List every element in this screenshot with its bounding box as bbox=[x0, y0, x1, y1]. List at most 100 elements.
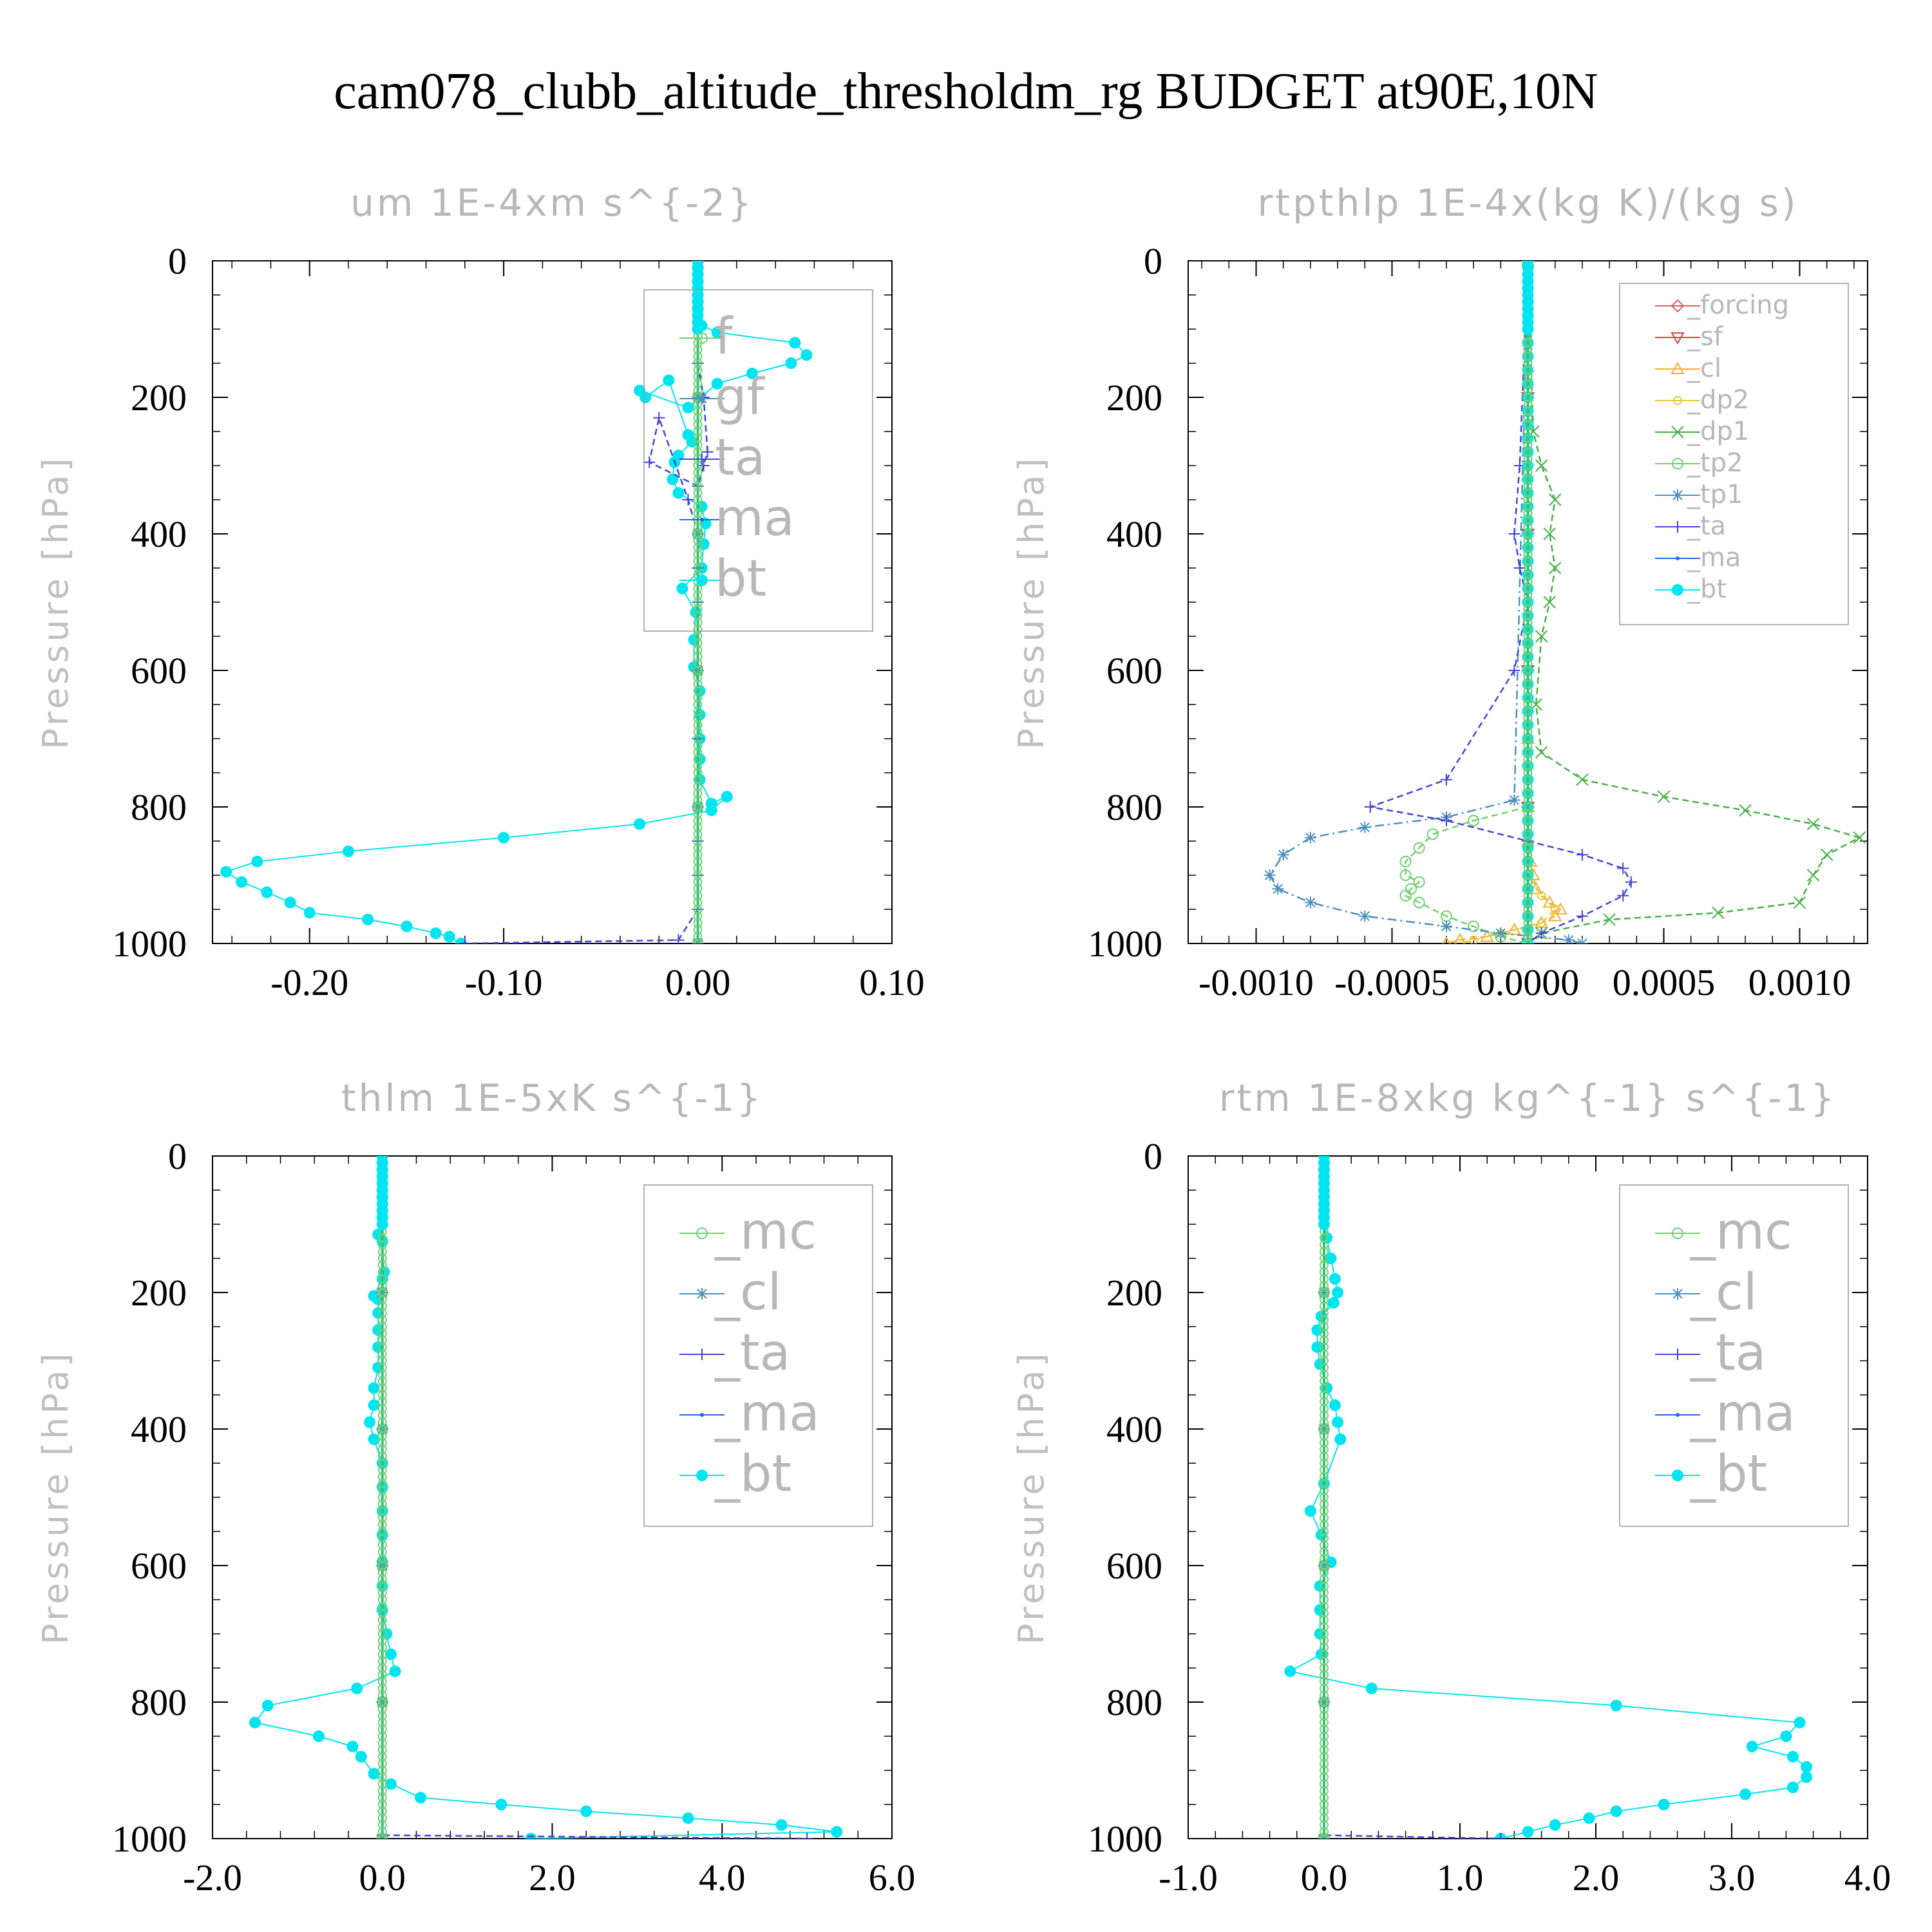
zero-line-marker bbox=[377, 1370, 387, 1379]
data-point bbox=[1495, 927, 1507, 940]
zero-line-marker bbox=[1523, 338, 1533, 348]
zero-line-marker bbox=[377, 1670, 387, 1680]
y-tick-label: 0 bbox=[1144, 240, 1162, 282]
zero-line-marker bbox=[693, 632, 703, 641]
zero-line-marker bbox=[377, 1772, 387, 1782]
legend-marker bbox=[1671, 299, 1685, 313]
zero-line-marker bbox=[1523, 837, 1533, 846]
data-point bbox=[1468, 920, 1480, 933]
zero-line-marker bbox=[1320, 1356, 1329, 1365]
data-point bbox=[1780, 1730, 1792, 1742]
data-point bbox=[346, 1740, 359, 1752]
legend-label: _bt bbox=[714, 1445, 791, 1503]
legend-marker bbox=[696, 1470, 708, 1481]
zero-line-marker bbox=[1320, 1247, 1329, 1256]
zero-line-marker bbox=[1320, 1738, 1329, 1748]
legend-marker bbox=[696, 1288, 708, 1300]
legend-label: _ta bbox=[714, 1324, 790, 1382]
zero-line-marker bbox=[1320, 1233, 1329, 1243]
zero-line-marker bbox=[1320, 1732, 1329, 1741]
data-point bbox=[498, 831, 510, 844]
data-point bbox=[1332, 1287, 1344, 1298]
zero-line-marker bbox=[1523, 549, 1533, 559]
zero-line-marker bbox=[377, 1390, 387, 1399]
data-point bbox=[1413, 842, 1425, 854]
series-group bbox=[1284, 1156, 1813, 1839]
data-point bbox=[343, 845, 354, 857]
zero-line-marker bbox=[1523, 359, 1533, 368]
zero-line-marker bbox=[1320, 1465, 1329, 1475]
legend-marker bbox=[696, 453, 708, 465]
data-point bbox=[1806, 817, 1820, 831]
zero-line-marker bbox=[1523, 727, 1533, 737]
zero-line-marker bbox=[377, 1260, 387, 1270]
zero-line-marker bbox=[1320, 1663, 1329, 1672]
legend-label: _bt bbox=[1687, 574, 1727, 604]
data-point bbox=[1801, 1771, 1813, 1783]
zero-line-marker bbox=[377, 1342, 387, 1352]
zero-line-marker bbox=[1320, 1814, 1329, 1823]
zero-line-marker bbox=[1523, 570, 1533, 580]
zero-line-marker bbox=[377, 1595, 387, 1604]
zero-line-marker bbox=[1523, 720, 1533, 730]
zero-line-marker bbox=[1523, 638, 1533, 648]
data-point bbox=[1272, 883, 1284, 895]
legend-item: ma bbox=[679, 489, 795, 547]
zero-line-dot bbox=[692, 323, 704, 335]
zero-line-marker bbox=[1523, 871, 1533, 880]
zero-line-marker bbox=[1523, 686, 1533, 696]
zero-line-marker bbox=[693, 693, 703, 703]
zero-line-marker bbox=[377, 1452, 387, 1461]
y-tick-label: 800 bbox=[1106, 1681, 1162, 1723]
zero-line-marker bbox=[377, 1302, 387, 1311]
zero-line-marker bbox=[1523, 898, 1533, 907]
x-tick-label: -2.0 bbox=[183, 1857, 242, 1899]
y-tick-label: 1000 bbox=[1088, 1818, 1162, 1860]
y-tick-label: 0 bbox=[1144, 1135, 1162, 1177]
zero-line-marker bbox=[693, 509, 703, 518]
zero-line-marker bbox=[1523, 741, 1533, 750]
zero-line-marker bbox=[1320, 1240, 1329, 1249]
zero-line-marker bbox=[1320, 1547, 1329, 1557]
data-point bbox=[1549, 1819, 1561, 1831]
legend-item: _tp2 bbox=[1655, 448, 1743, 478]
zero-line-marker bbox=[377, 1677, 387, 1687]
data-point bbox=[1329, 1399, 1341, 1411]
zero-line-marker bbox=[1523, 816, 1533, 826]
data-point bbox=[1543, 596, 1556, 609]
data-point bbox=[1576, 773, 1589, 786]
zero-line-marker bbox=[377, 1438, 387, 1448]
legend-marker bbox=[1676, 556, 1680, 560]
legend-item: _tp1 bbox=[1655, 480, 1743, 509]
zero-line-marker bbox=[693, 877, 703, 887]
data-point bbox=[653, 412, 665, 424]
data-point bbox=[1576, 849, 1588, 861]
zero-line-marker bbox=[377, 1240, 387, 1249]
zero-line-marker bbox=[377, 1288, 387, 1297]
legend-item: _ta bbox=[1655, 1324, 1766, 1382]
zero-line-marker bbox=[377, 1294, 387, 1304]
data-point bbox=[697, 460, 710, 471]
zero-line-marker bbox=[1320, 1609, 1329, 1618]
zero-line-marker bbox=[693, 591, 703, 600]
data-point bbox=[1304, 1505, 1316, 1517]
zero-line-marker bbox=[1523, 372, 1533, 382]
zero-line-marker bbox=[1523, 577, 1533, 587]
x-tick-label: 4.0 bbox=[1844, 1857, 1891, 1899]
zero-line-marker bbox=[1320, 1533, 1329, 1543]
x-tick-label: 0.0 bbox=[359, 1857, 406, 1899]
zero-line-marker bbox=[1320, 1725, 1329, 1734]
zero-line-marker bbox=[1523, 536, 1533, 545]
legend-item: ta bbox=[679, 429, 765, 487]
data-point bbox=[459, 938, 471, 943]
y-tick-label: 200 bbox=[1106, 377, 1162, 419]
legend-marker bbox=[1671, 426, 1684, 439]
legend-item: f bbox=[679, 308, 734, 366]
data-point bbox=[1806, 869, 1820, 882]
data-point bbox=[312, 1730, 325, 1742]
zero-line-marker bbox=[1523, 454, 1533, 464]
zero-line-marker bbox=[1320, 1575, 1329, 1584]
x-tick-label: 4.0 bbox=[699, 1857, 746, 1899]
zero-line-marker bbox=[693, 645, 703, 655]
zero-line-marker bbox=[377, 1806, 387, 1816]
